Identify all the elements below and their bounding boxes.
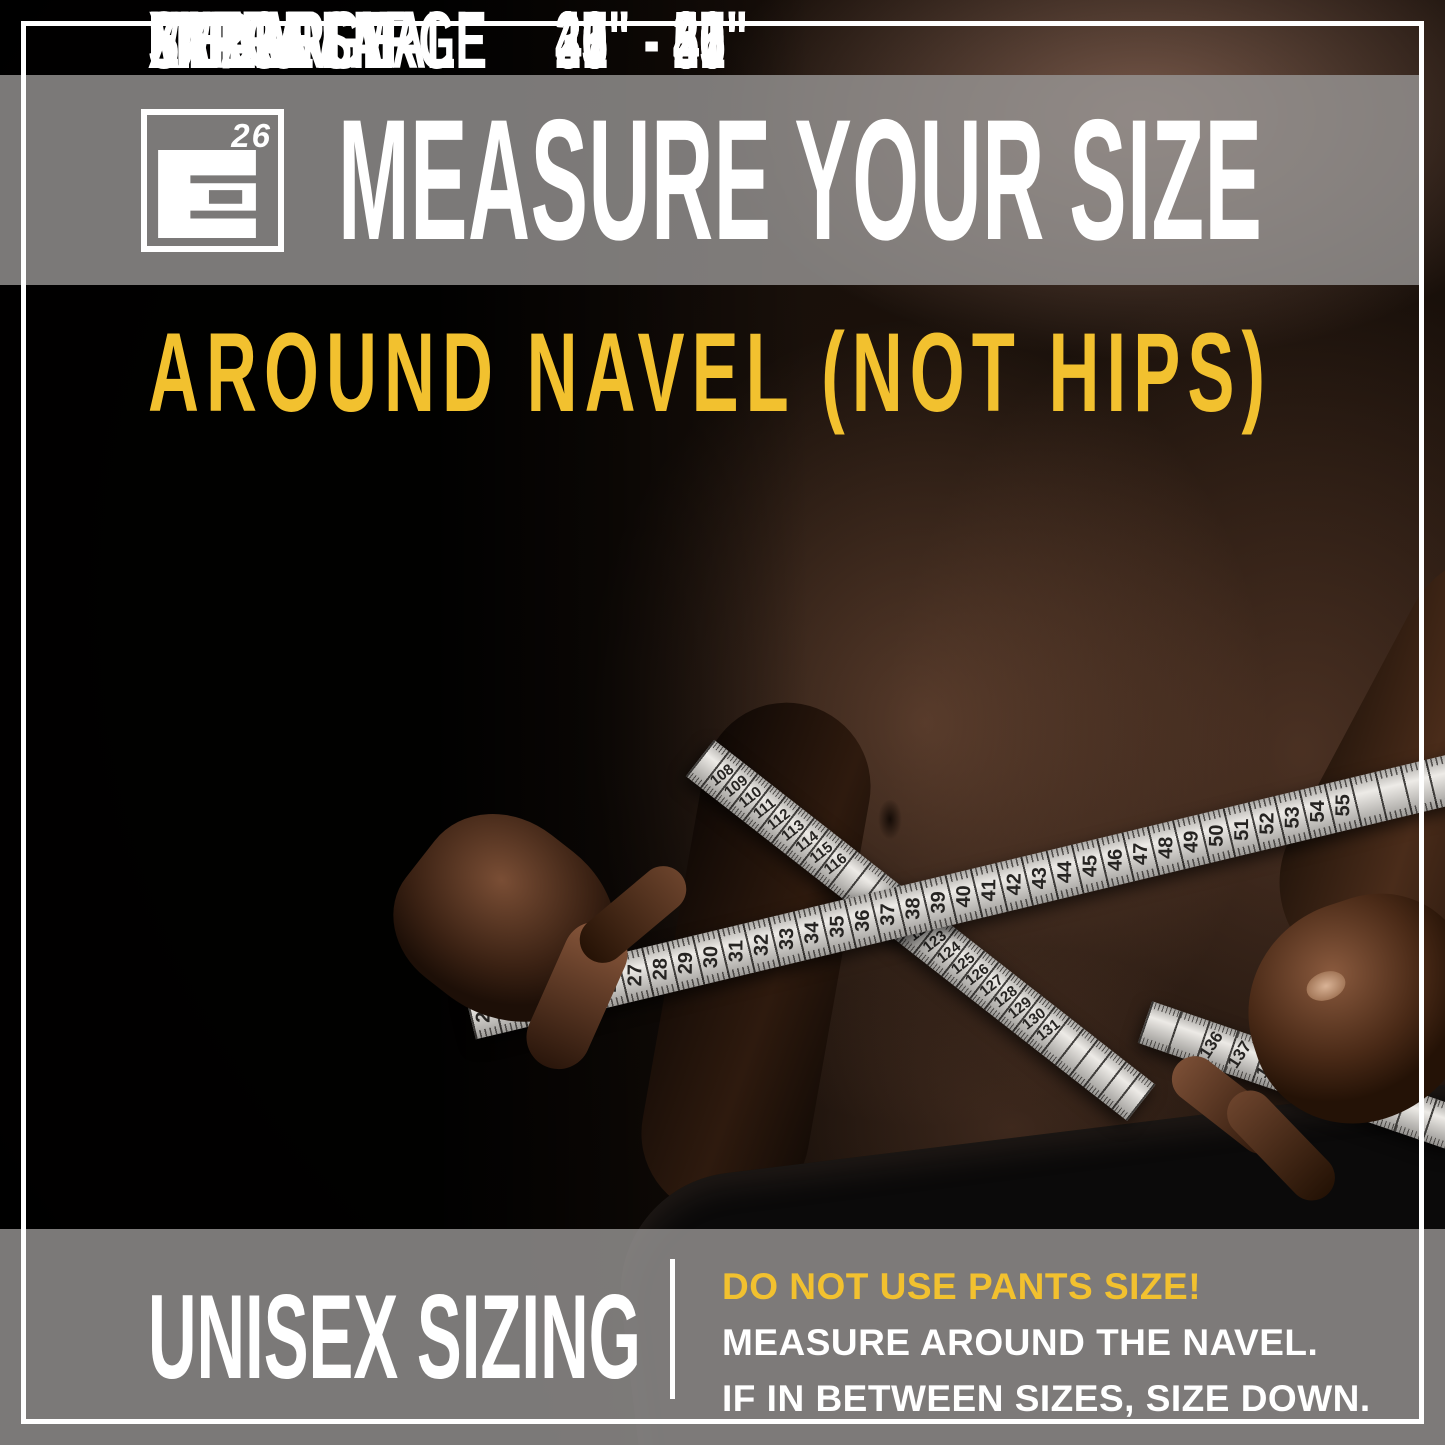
size-range: 31" - 36" bbox=[555, 0, 749, 86]
size-label: MEDIUM bbox=[148, 0, 341, 86]
brand-logo: 26 bbox=[141, 108, 284, 252]
tape-number: 29 bbox=[674, 951, 697, 975]
tape-number: 44 bbox=[1053, 860, 1077, 884]
tape-number: 55 bbox=[1332, 794, 1355, 817]
table-row: LARGE 36" - 40" bbox=[148, 0, 748, 86]
footer-band bbox=[0, 1229, 1445, 1445]
tape-number: 42 bbox=[1003, 873, 1026, 896]
tape-number: 39 bbox=[927, 891, 950, 914]
tape-number: 27 bbox=[624, 964, 647, 987]
tape-number: 50 bbox=[1205, 824, 1228, 847]
tape-number: 137 bbox=[1223, 1037, 1256, 1072]
tape-number: 43 bbox=[1028, 866, 1051, 890]
size-label: XX-LARGE bbox=[148, 0, 394, 86]
table-row: MEDIUM 31" - 36" bbox=[148, 0, 748, 86]
tape-number: 28 bbox=[649, 958, 672, 981]
size-range: 36" - 40" bbox=[555, 0, 749, 86]
table-row: EXTRA LARGE 40" - 45" bbox=[148, 0, 748, 86]
tape-number: 35 bbox=[826, 915, 849, 938]
tape-number: 52 bbox=[1256, 812, 1279, 835]
tape-number: 48 bbox=[1155, 836, 1178, 860]
tape-number: 49 bbox=[1180, 830, 1203, 854]
tape-number: 41 bbox=[978, 879, 1001, 902]
navel bbox=[876, 800, 904, 848]
tape-number: 46 bbox=[1104, 848, 1127, 872]
footer-note-line1: MEASURE AROUND THE NAVEL. bbox=[722, 1322, 1319, 1363]
tape-number: 33 bbox=[775, 927, 799, 951]
footer-title-wrap: UNISEX SIZING bbox=[148, 1268, 1028, 1406]
tape-number: 54 bbox=[1306, 800, 1330, 823]
size-label: EXTRA LARGE bbox=[148, 0, 488, 86]
size-range: 23" - 27" bbox=[555, 0, 749, 86]
size-range: 45" - 50" bbox=[555, 0, 749, 86]
tape-number: 38 bbox=[902, 897, 925, 920]
size-label: SMALL bbox=[148, 0, 312, 86]
tape-number: 31 bbox=[725, 939, 748, 963]
tape-number: 40 bbox=[952, 885, 976, 908]
logo-e-glyph bbox=[158, 149, 256, 238]
footer-notes: DO NOT USE PANTS SIZE! MEASURE AROUND TH… bbox=[722, 1259, 1371, 1427]
footer-title: UNISEX SIZING bbox=[148, 1270, 641, 1404]
size-label: EXTRA SMALL bbox=[148, 0, 485, 86]
footer-warning: DO NOT USE PANTS SIZE! bbox=[722, 1266, 1202, 1307]
footer: UNISEX SIZING DO NOT USE PANTS SIZE! MEA… bbox=[0, 1229, 1445, 1445]
logo-number: 26 bbox=[231, 116, 272, 154]
tape-number: 53 bbox=[1281, 806, 1304, 829]
size-label: LARGE bbox=[148, 0, 315, 86]
footer-note-line2: IF IN BETWEEN SIZES, SIZE DOWN. bbox=[722, 1378, 1371, 1419]
page-title: MEASURE YOUR SIZE bbox=[338, 84, 1263, 276]
tape-number: 47 bbox=[1129, 842, 1153, 866]
table-row: SMALL 27" - 31" bbox=[148, 0, 748, 86]
tape-number: 34 bbox=[801, 921, 824, 945]
table-row: XX-LARGE 45" - 50" bbox=[148, 0, 748, 86]
size-range: 40" - 45" bbox=[555, 0, 749, 86]
size-range: 27" - 31" bbox=[555, 0, 749, 86]
tape-number: 32 bbox=[750, 933, 773, 957]
tape-number: 45 bbox=[1079, 854, 1102, 878]
tape-number: 30 bbox=[700, 945, 723, 969]
table-row: EXTRA SMALL 23" - 27" bbox=[148, 0, 748, 86]
footer-divider bbox=[670, 1259, 675, 1399]
subtitle: AROUND NAVEL (NOT HIPS) bbox=[148, 310, 1273, 435]
tape-number: 51 bbox=[1230, 818, 1254, 841]
tape-number: 36 bbox=[851, 909, 874, 932]
header: 26 MEASURE YOUR SIZE bbox=[0, 75, 1424, 285]
tape-number: 37 bbox=[877, 903, 900, 926]
